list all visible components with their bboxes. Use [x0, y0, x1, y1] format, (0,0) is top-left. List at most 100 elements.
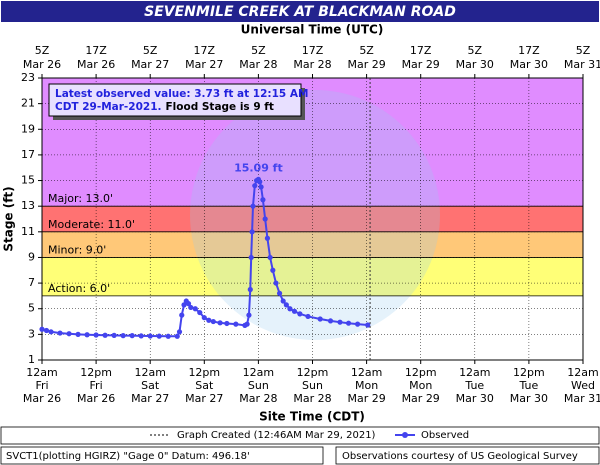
- flood-label: Minor: 9.0': [48, 243, 106, 256]
- data-point: [179, 312, 185, 318]
- y-tick-label: 11: [21, 225, 35, 238]
- data-point: [224, 320, 230, 327]
- title-bar: [1, 1, 599, 22]
- x2-tick-label: Mar 28: [239, 58, 277, 71]
- data-point: [354, 321, 361, 327]
- x2-tick-label: Mar 26: [77, 58, 115, 71]
- data-point: [252, 183, 258, 189]
- footer-right-frame: [335, 446, 600, 465]
- legend-graph-created: Graph Created (12:46AM Mar 29, 2021): [177, 430, 376, 441]
- data-point: [267, 254, 273, 261]
- x-tick-label: 12pm: [405, 366, 437, 379]
- y-tick-label: 21: [21, 97, 35, 110]
- data-point: [257, 179, 263, 185]
- x2-axis-title: Universal Time (UTC): [241, 23, 384, 37]
- x-tick-label: Mon: [409, 379, 432, 392]
- data-point: [297, 311, 303, 317]
- data-point: [75, 331, 81, 337]
- x-tick-label: Sat: [141, 379, 160, 392]
- x2-tick-label: 17Z: [85, 44, 107, 57]
- x-tick-label: Mar 28: [293, 392, 331, 405]
- data-point: [280, 298, 286, 304]
- data-point: [147, 333, 153, 339]
- data-point: [270, 267, 276, 273]
- data-point: [197, 309, 203, 316]
- data-point: [206, 317, 212, 323]
- data-point: [111, 332, 117, 338]
- data-point: [233, 321, 239, 327]
- x-tick-label: Mar 29: [402, 392, 440, 405]
- flood-label: Major: 13.0': [48, 192, 113, 205]
- data-point: [57, 330, 63, 336]
- data-point: [84, 332, 90, 338]
- x2-tick-label: Mar 30: [456, 58, 494, 71]
- x-tick-label: 12pm: [80, 366, 112, 379]
- footer-left-frame: [0, 446, 324, 465]
- x-axis-title: Site Time (CDT): [259, 410, 365, 424]
- data-point: [337, 319, 343, 325]
- y-tick-label: 17: [21, 148, 35, 161]
- y-tick-label: 3: [28, 327, 35, 340]
- data-point: [276, 290, 283, 296]
- data-point: [287, 306, 293, 312]
- x2-tick-label: 5Z: [576, 44, 591, 57]
- x-tick-label: Sun: [302, 379, 323, 392]
- x2-tick-label: 5Z: [359, 44, 374, 57]
- x-tick-label: Fri: [35, 379, 48, 392]
- x-tick-label: Sun: [248, 379, 269, 392]
- data-point: [248, 254, 254, 261]
- x-tick-label: 12am: [459, 366, 490, 379]
- data-point: [283, 302, 289, 308]
- x-tick-label: 12am: [567, 366, 598, 379]
- data-point: [291, 308, 298, 314]
- x-tick-label: 12pm: [297, 366, 329, 379]
- data-point: [258, 184, 264, 190]
- x-tick-label: Mar 30: [456, 392, 494, 405]
- data-point: [176, 329, 183, 335]
- data-point: [156, 333, 162, 339]
- data-point: [174, 333, 180, 339]
- data-point: [264, 235, 271, 241]
- note-line: Latest observed value: 3.73 ft at 12:15 …: [55, 88, 308, 100]
- x2-tick-label: Mar 27: [185, 58, 223, 71]
- x-tick-label: 12pm: [188, 366, 220, 379]
- data-point: [345, 320, 352, 326]
- x-tick-label: 12am: [351, 366, 382, 379]
- x2-tick-label: Mar 29: [402, 58, 440, 71]
- x-tick-label: Mar 27: [185, 392, 223, 405]
- data-point: [327, 318, 334, 324]
- data-point: [250, 203, 256, 209]
- x-tick-label: 12am: [134, 366, 165, 379]
- data-point: [188, 304, 194, 311]
- x2-tick-label: 17Z: [518, 44, 540, 57]
- x-tick-label: Mar 29: [347, 392, 385, 405]
- x-tick-label: Mar 28: [239, 392, 277, 405]
- x-tick-label: Mar 26: [23, 392, 61, 405]
- data-point: [262, 216, 268, 222]
- y-tick-label: 7: [28, 276, 35, 289]
- x-tick-label: Mar 31: [564, 392, 600, 405]
- y-tick-label: 15: [21, 174, 35, 187]
- x-tick-label: Mon: [355, 379, 378, 392]
- data-point: [120, 333, 126, 339]
- data-point: [66, 331, 72, 337]
- flood-band: [42, 231, 583, 258]
- data-point: [365, 322, 371, 328]
- data-point: [43, 327, 50, 334]
- footer-right: Observations courtesy of US Geological S…: [342, 451, 578, 462]
- data-point: [260, 197, 266, 203]
- data-point: [305, 313, 311, 320]
- data-point: [217, 320, 223, 326]
- data-point: [273, 280, 279, 286]
- x2-tick-label: Mar 28: [293, 58, 331, 71]
- y-tick-label: 9: [28, 250, 35, 263]
- plot-frame: [41, 77, 584, 361]
- y-tick-label: 13: [21, 199, 35, 212]
- data-point: [192, 306, 198, 312]
- footer-left: SVCT1(plotting HGIRZ) "Gage 0" Datum: 49…: [6, 451, 250, 462]
- y-tick-label: 5: [28, 302, 35, 315]
- x2-tick-label: 17Z: [410, 44, 432, 57]
- x-tick-label: Mar 27: [131, 392, 169, 405]
- flood-label: Moderate: 11.0': [48, 218, 135, 231]
